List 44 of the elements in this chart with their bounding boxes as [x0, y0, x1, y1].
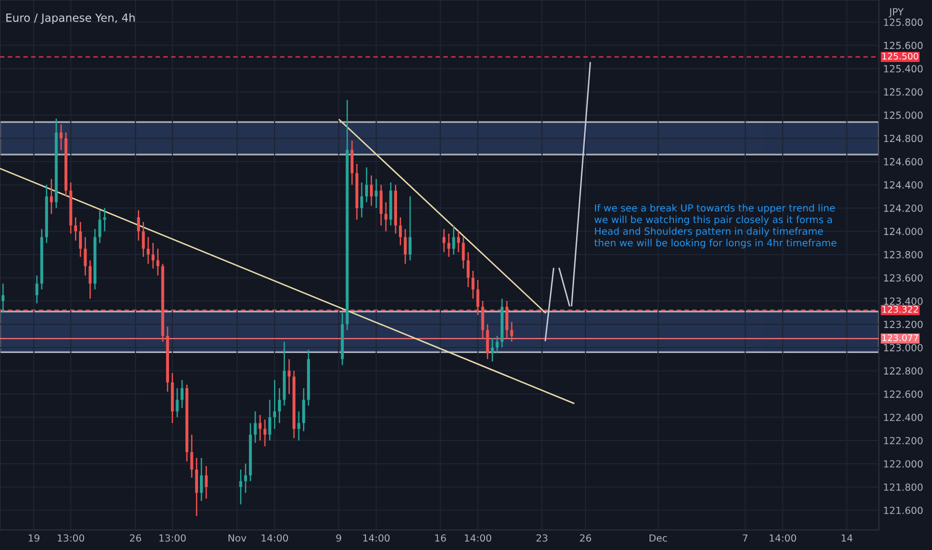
y-tick-label: 122.000 [884, 460, 923, 468]
y-axis-title: JPY [888, 8, 904, 18]
y-tick-label: 121.800 [884, 483, 923, 491]
x-tick-label: 9 [336, 534, 342, 542]
y-tick-label: 122.400 [884, 414, 923, 422]
x-tick-label: 14:00 [363, 534, 390, 542]
x-tick-label: Nov [228, 534, 246, 542]
y-tick-label: 125.000 [884, 112, 923, 119]
y-tick-label: 121.600 [884, 506, 923, 514]
x-tick-label: 19 [28, 534, 40, 542]
annotation: If we see a break UP towards the upper trend line we will be watching this pair closely as it forms a Head and Shoulders pattern in daily timeframe then we will be looking for longs in 4hr timeframe [594, 204, 836, 248]
text: Euro / Japanese Yen, 4h [6, 13, 135, 24]
x-tick-label: 13:00 [58, 534, 84, 542]
x-tick-label: 14 [842, 534, 852, 542]
y-tick-label: 125.400 [884, 65, 923, 72]
y-tick-label: 125.800 [884, 18, 923, 26]
x-tick-label: 26 [580, 534, 592, 542]
y-tick-label: 124.400 [884, 181, 923, 189]
x-tick-label: 13:00 [159, 534, 186, 542]
ref-line-label: 125.500 [882, 52, 918, 60]
y-tick-label: 122.200 [884, 436, 923, 444]
x-tick-label: 16 [435, 534, 446, 542]
y-tick-label: 122.600 [884, 390, 923, 398]
y-tick-label: 125.600 [884, 42, 923, 50]
y-tick-label: 124.000 [884, 228, 923, 236]
y-tick-label: 123.200 [884, 320, 923, 328]
y-tick-label: 123.800 [884, 251, 923, 258]
y-tick-label: 125.200 [884, 88, 923, 96]
x-tick-label: 14:00 [464, 534, 492, 542]
x-tick-label: 26 [130, 534, 142, 542]
x-tick-label: Dec [650, 534, 667, 542]
y-tick-label: 123.400 [884, 297, 923, 305]
x-tick-label: 14:00 [770, 534, 796, 542]
x-tick-label: 14:00 [262, 534, 288, 542]
y-tick-label: 123.000 [884, 344, 923, 352]
x-tick-label: 7 [742, 534, 748, 542]
ref-line-label: 123.077 [882, 334, 918, 342]
y-tick-label: 122.800 [884, 367, 923, 375]
ref-line-label: 123.322 [882, 306, 918, 313]
y-tick-label: 124.200 [884, 204, 923, 212]
y-tick-label: 124.800 [884, 134, 923, 142]
y-tick-label: 123.600 [884, 274, 923, 282]
x-tick-label: 23 [536, 534, 548, 542]
y-tick-label: 124.600 [884, 158, 923, 166]
